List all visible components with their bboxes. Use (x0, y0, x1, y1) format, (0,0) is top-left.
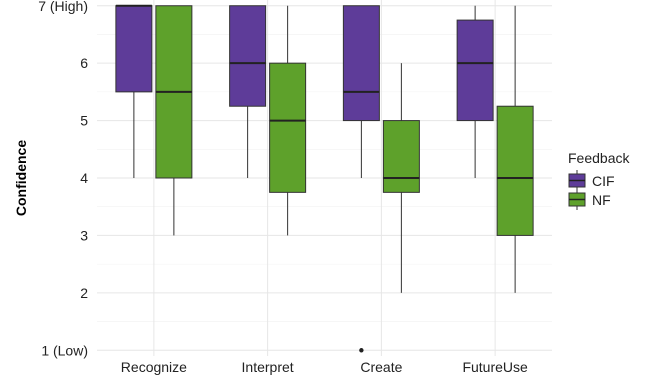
y-tick-label: 5 (80, 113, 88, 129)
x-tick-label: Recognize (121, 359, 187, 375)
y-tick-label: 2 (80, 285, 88, 301)
x-tick-label: Create (360, 359, 402, 375)
box-nf-futureuse (496, 105, 534, 236)
legend-title: Feedback (568, 150, 630, 166)
y-tick-label: 4 (80, 170, 88, 186)
box-nf-interpret (269, 62, 307, 193)
legend: Feedback CIF NF (568, 150, 630, 210)
y-axis-title: Confidence (13, 140, 29, 216)
legend-label-cif: CIF (592, 173, 615, 189)
y-tick-label: 1 (Low) (41, 342, 88, 358)
box-plots (115, 4, 534, 353)
y-axis: 1 (Low) 2 3 4 5 6 7 (High) (38, 0, 88, 358)
x-tick-label: Interpret (242, 359, 294, 375)
legend-label-nf: NF (592, 192, 611, 208)
y-tick-label: 6 (80, 55, 88, 71)
box-cif-interpret (229, 5, 267, 107)
outlier-point (359, 348, 364, 353)
box-cif-recognize (115, 5, 153, 93)
y-tick-label: 7 (High) (38, 0, 88, 14)
x-axis: Recognize Interpret Create FutureUse (121, 359, 528, 375)
box-cif-futureuse (456, 19, 494, 122)
box-nf-create (382, 120, 420, 193)
y-tick-label: 3 (80, 227, 88, 243)
box-cif-create (342, 5, 380, 122)
x-tick-label: FutureUse (462, 359, 528, 375)
